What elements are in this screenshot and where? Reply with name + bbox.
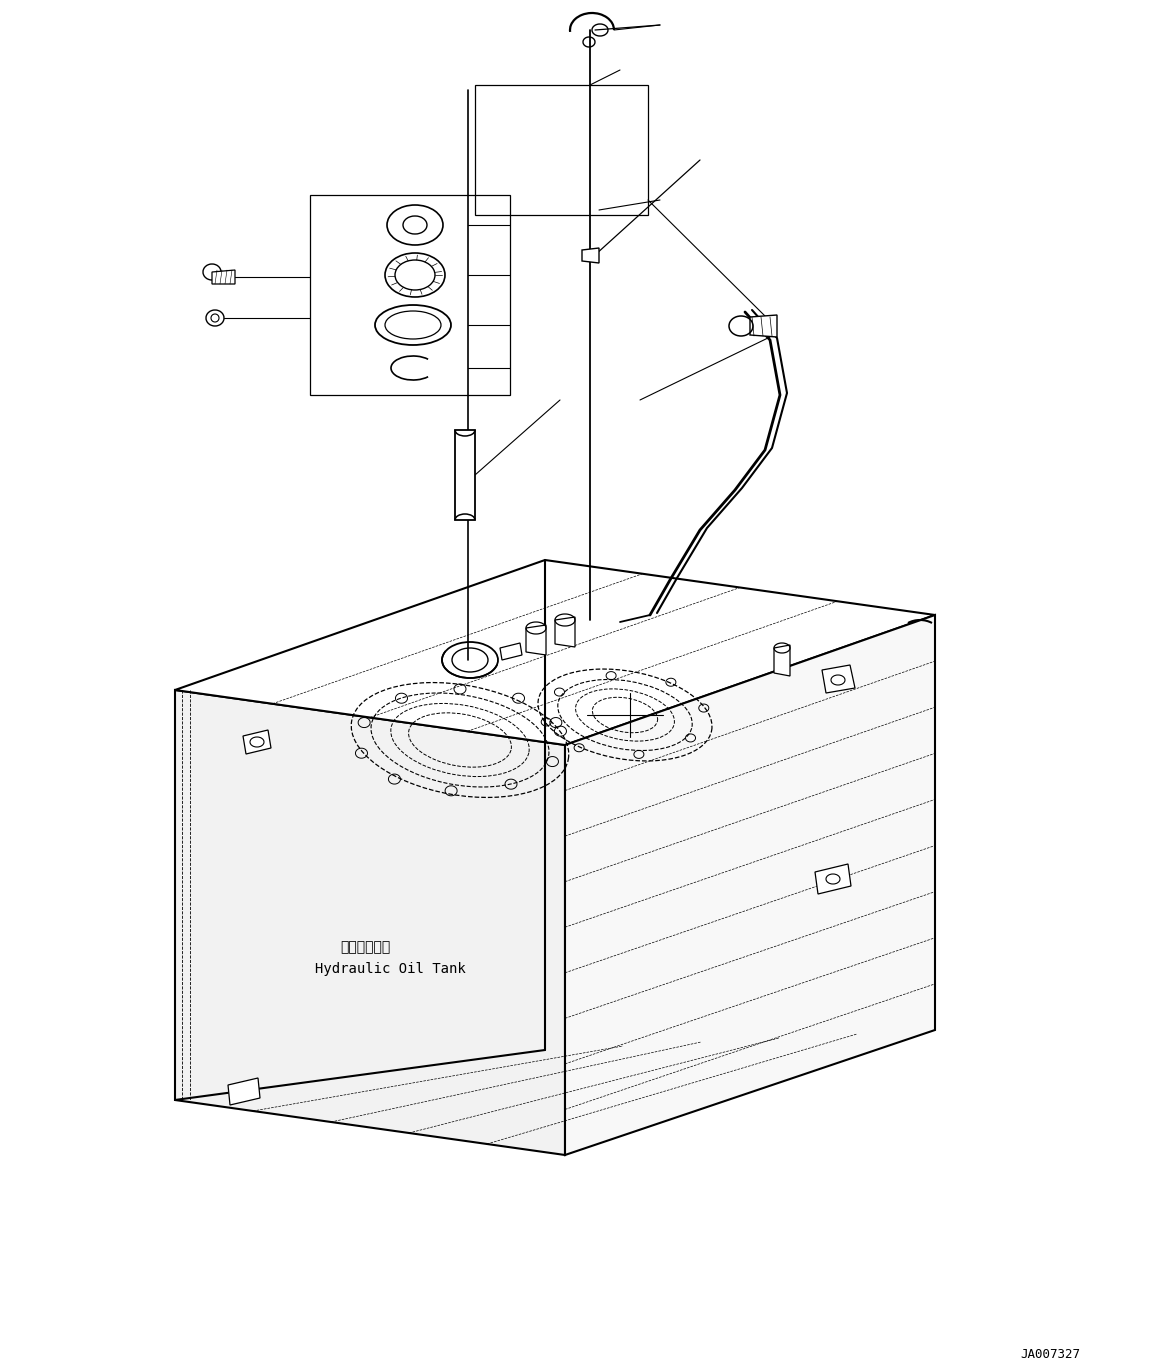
Text: 作動油タンク: 作動油タンク bbox=[340, 940, 391, 954]
Polygon shape bbox=[526, 625, 545, 655]
Polygon shape bbox=[174, 560, 935, 745]
Polygon shape bbox=[822, 664, 855, 693]
Polygon shape bbox=[174, 690, 565, 1155]
Polygon shape bbox=[750, 314, 777, 338]
Polygon shape bbox=[212, 271, 235, 284]
Polygon shape bbox=[815, 864, 851, 894]
Polygon shape bbox=[775, 645, 790, 677]
Polygon shape bbox=[565, 615, 935, 1155]
Text: Hydraulic Oil Tank: Hydraulic Oil Tank bbox=[315, 962, 465, 976]
Polygon shape bbox=[455, 431, 475, 519]
Polygon shape bbox=[582, 247, 599, 262]
Polygon shape bbox=[243, 730, 271, 755]
Polygon shape bbox=[228, 1079, 261, 1105]
Polygon shape bbox=[555, 617, 575, 647]
Text: JA007327: JA007327 bbox=[1020, 1348, 1080, 1362]
Polygon shape bbox=[500, 642, 522, 660]
